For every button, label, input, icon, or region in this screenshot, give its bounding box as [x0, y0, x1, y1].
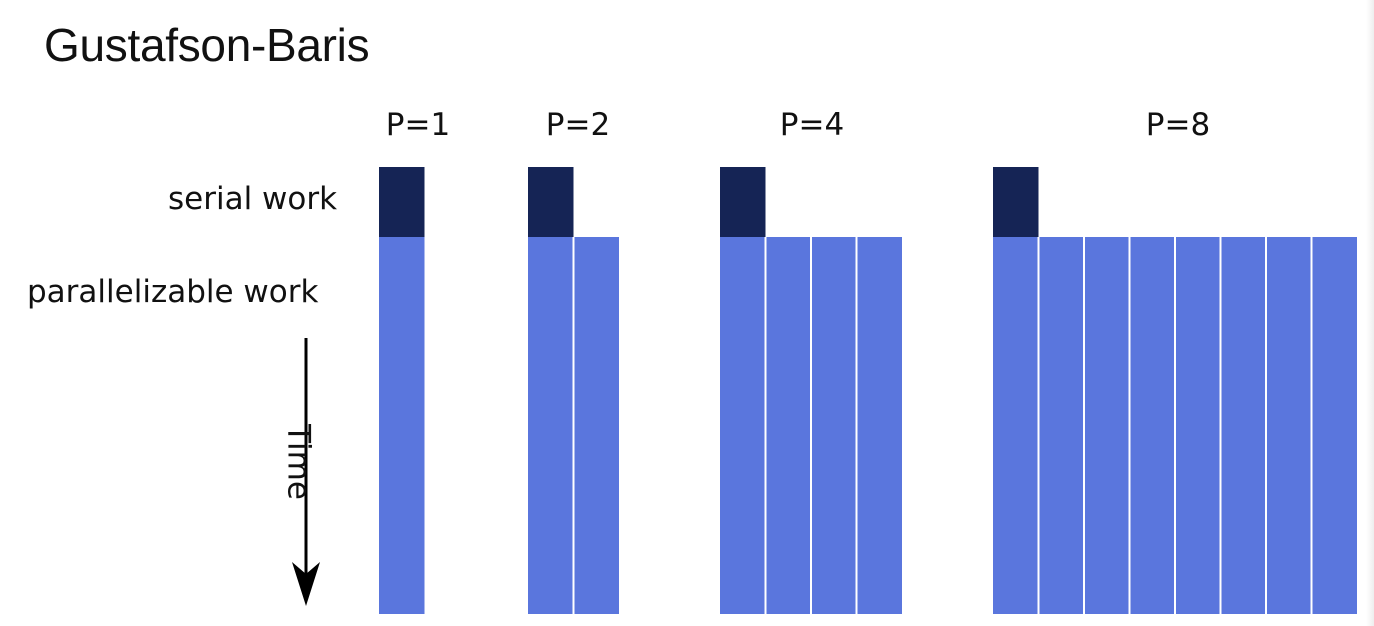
bar-group-p8	[993, 167, 1357, 614]
parallel-column	[1266, 237, 1312, 614]
parallel-column	[993, 237, 1039, 614]
time-arrow	[292, 338, 320, 606]
parallel-column	[720, 237, 766, 614]
serial-work-label: serial work	[168, 181, 338, 217]
group-label-p1: P=1	[385, 107, 451, 143]
parallel-column	[528, 237, 574, 614]
parallel-column	[811, 237, 857, 614]
serial-block	[528, 167, 574, 237]
serial-block	[720, 167, 766, 237]
parallel-column	[1129, 237, 1175, 614]
serial-block	[993, 167, 1039, 237]
parallel-column	[379, 237, 425, 614]
group-label-p2: P=2	[545, 107, 611, 143]
bar-group-p2	[528, 167, 619, 614]
time-label: Time	[280, 424, 317, 500]
bar-groups	[379, 167, 1357, 614]
parallel-column	[1084, 237, 1130, 614]
parallel-column	[573, 237, 619, 614]
parallel-column	[1175, 237, 1221, 614]
parallel-column	[1038, 237, 1084, 614]
bar-group-p1	[379, 167, 425, 614]
time-arrow-head	[292, 562, 320, 606]
serial-block	[379, 167, 425, 237]
parallel-column	[765, 237, 811, 614]
parallelizable-work-label: parallelizable work	[27, 274, 319, 310]
parallel-column	[1311, 237, 1357, 614]
parallel-column	[856, 237, 902, 614]
parallel-column	[1220, 237, 1266, 614]
page-edge-shadow	[1366, 0, 1374, 626]
bar-group-p4	[720, 167, 902, 614]
group-label-p8: P=8	[1145, 107, 1211, 143]
page-title: Gustafson-Baris	[44, 19, 370, 71]
group-label-p4: P=4	[779, 107, 845, 143]
